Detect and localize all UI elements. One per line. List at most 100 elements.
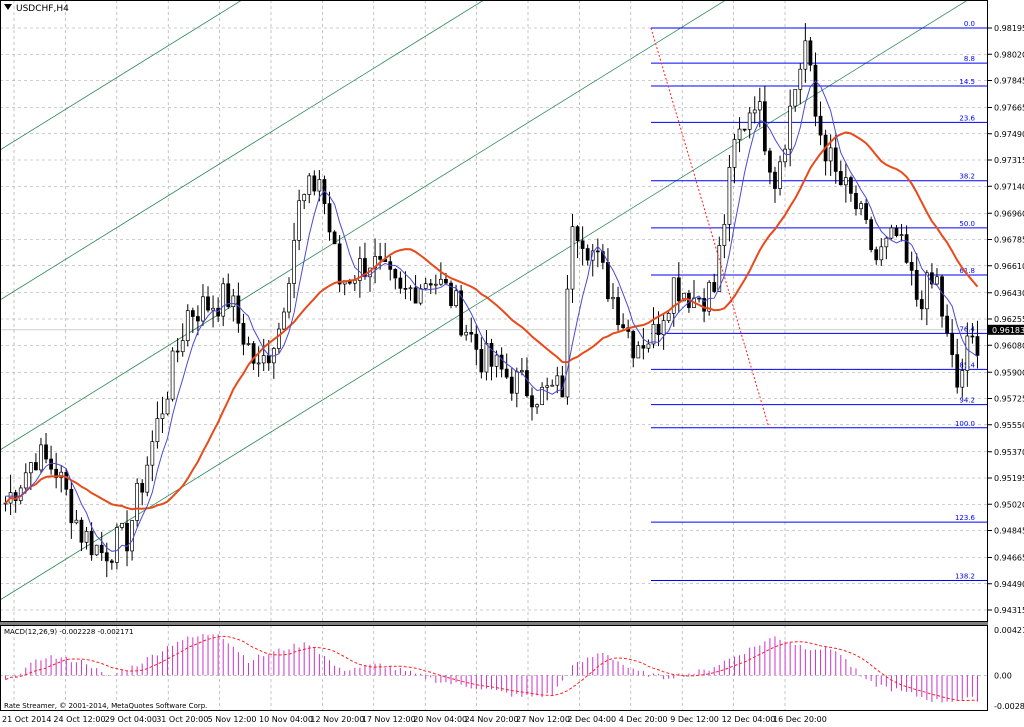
price-tick-label: 0.96610 — [994, 262, 1024, 271]
candle-body — [302, 194, 307, 202]
candle-body — [965, 335, 970, 371]
candle-body — [778, 161, 782, 189]
price-tick-label: 0.95020 — [994, 500, 1024, 509]
candle-body — [702, 298, 706, 312]
candle-body — [919, 299, 924, 310]
candle-body — [894, 227, 899, 236]
candle-body — [798, 68, 803, 90]
candle-body — [585, 248, 590, 261]
candle-body — [712, 282, 717, 292]
candle-body — [469, 331, 474, 335]
candle-body — [742, 128, 747, 131]
fib-level-label: 0.0 — [964, 20, 975, 28]
candle-body — [484, 342, 489, 373]
regression-channel — [0, 0, 969, 601]
candle-body — [747, 112, 752, 130]
candle-body — [393, 269, 398, 279]
price-tick-label: 0.97315 — [994, 156, 1024, 165]
price-tick-label: 0.96080 — [994, 341, 1024, 350]
candle-body — [864, 203, 868, 220]
time-axis: 21 Oct 2014 24 Oct 12:00 29 Oct 04:00 31 Oc… — [2, 715, 827, 724]
fib-level-label: 61.8 — [959, 267, 975, 275]
time-tick-label: 24 Nov 20:00 — [465, 715, 519, 724]
candle-body — [818, 115, 823, 136]
candle-body — [84, 531, 89, 543]
time-tick-label: 27 Nov 12:00 — [516, 715, 570, 724]
copyright-text: Rate Streamer, © 2001-2014, MetaQuotes S… — [4, 702, 207, 710]
candle-body — [378, 256, 383, 260]
panel-splitter[interactable] — [0, 622, 988, 625]
price-tick-label: 0.98195 — [994, 24, 1024, 33]
candle-body — [312, 175, 317, 192]
candle-body — [722, 223, 727, 246]
fib-level-label: 8.8 — [964, 55, 975, 63]
macd-panel-border — [0, 625, 988, 711]
candle-body — [757, 101, 762, 111]
candle-body — [752, 109, 757, 114]
candle-body — [950, 332, 955, 355]
candle-body — [109, 560, 114, 563]
candle-body — [74, 519, 79, 524]
candle-body — [514, 371, 519, 394]
candle-body — [489, 342, 494, 367]
candle-body — [251, 343, 256, 364]
fib-level-label: 23.6 — [959, 114, 975, 122]
candle-body — [59, 471, 64, 478]
candle-body — [125, 522, 129, 552]
candle-body — [115, 527, 119, 563]
fibonacci-retracement: 0.08.814.523.638.250.061.876.485.494.210… — [651, 20, 988, 581]
candle-body — [28, 462, 33, 474]
candle-body — [697, 297, 701, 300]
candle-body — [570, 226, 575, 290]
candle-body — [768, 150, 772, 173]
channel-line — [0, 0, 243, 151]
candle-body — [661, 320, 666, 336]
candle-body — [398, 277, 403, 289]
price-tick-label: 0.95900 — [994, 368, 1024, 377]
macd-tick-label: 0.004215 — [994, 626, 1024, 635]
candle-body — [560, 375, 565, 398]
time-tick-label: 12 Nov 20:00 — [310, 715, 364, 724]
candle-body — [39, 444, 43, 471]
price-tick-label: 0.97140 — [994, 182, 1024, 191]
candle-body — [135, 482, 140, 521]
candle-body — [459, 290, 463, 336]
candle-body — [413, 287, 418, 304]
candle-body — [889, 227, 894, 239]
candle-body — [145, 464, 150, 493]
symbol-dropdown-icon[interactable] — [4, 4, 12, 10]
price-tick-label: 0.94845 — [994, 527, 1024, 536]
candle-body — [681, 292, 686, 302]
candlestick-series — [3, 23, 980, 578]
candle-body — [803, 40, 808, 70]
candle-body — [828, 147, 833, 162]
candle-body — [287, 283, 291, 313]
candle-body — [879, 246, 884, 261]
candle-body — [783, 148, 787, 163]
candle-body — [34, 462, 38, 471]
candle-body — [337, 243, 342, 285]
candle-body — [246, 343, 251, 345]
candle-body — [332, 231, 337, 245]
candle-body — [474, 333, 479, 350]
fib-level-label: 38.2 — [959, 173, 975, 181]
candle-body — [69, 488, 74, 524]
candle-body — [211, 307, 215, 311]
candle-body — [924, 272, 929, 310]
chart-title: USDCHF,H4 — [16, 4, 69, 14]
fib-level-label: 138.2 — [955, 572, 975, 580]
candle-body — [327, 203, 332, 233]
candle-body — [94, 544, 99, 556]
time-tick-label: 10 Nov 04:00 — [259, 715, 313, 724]
price-tick-label: 0.94490 — [994, 580, 1024, 589]
price-tick-label: 0.96430 — [994, 289, 1024, 298]
macd-signal-line — [5, 635, 978, 701]
candle-body — [266, 355, 271, 364]
candle-body — [150, 441, 155, 466]
candle-body — [737, 128, 742, 140]
candle-body — [676, 277, 681, 302]
candle-body — [454, 290, 458, 306]
fib-level-label: 94.2 — [959, 397, 975, 405]
candle-body — [606, 262, 610, 300]
candle-body — [221, 283, 226, 317]
